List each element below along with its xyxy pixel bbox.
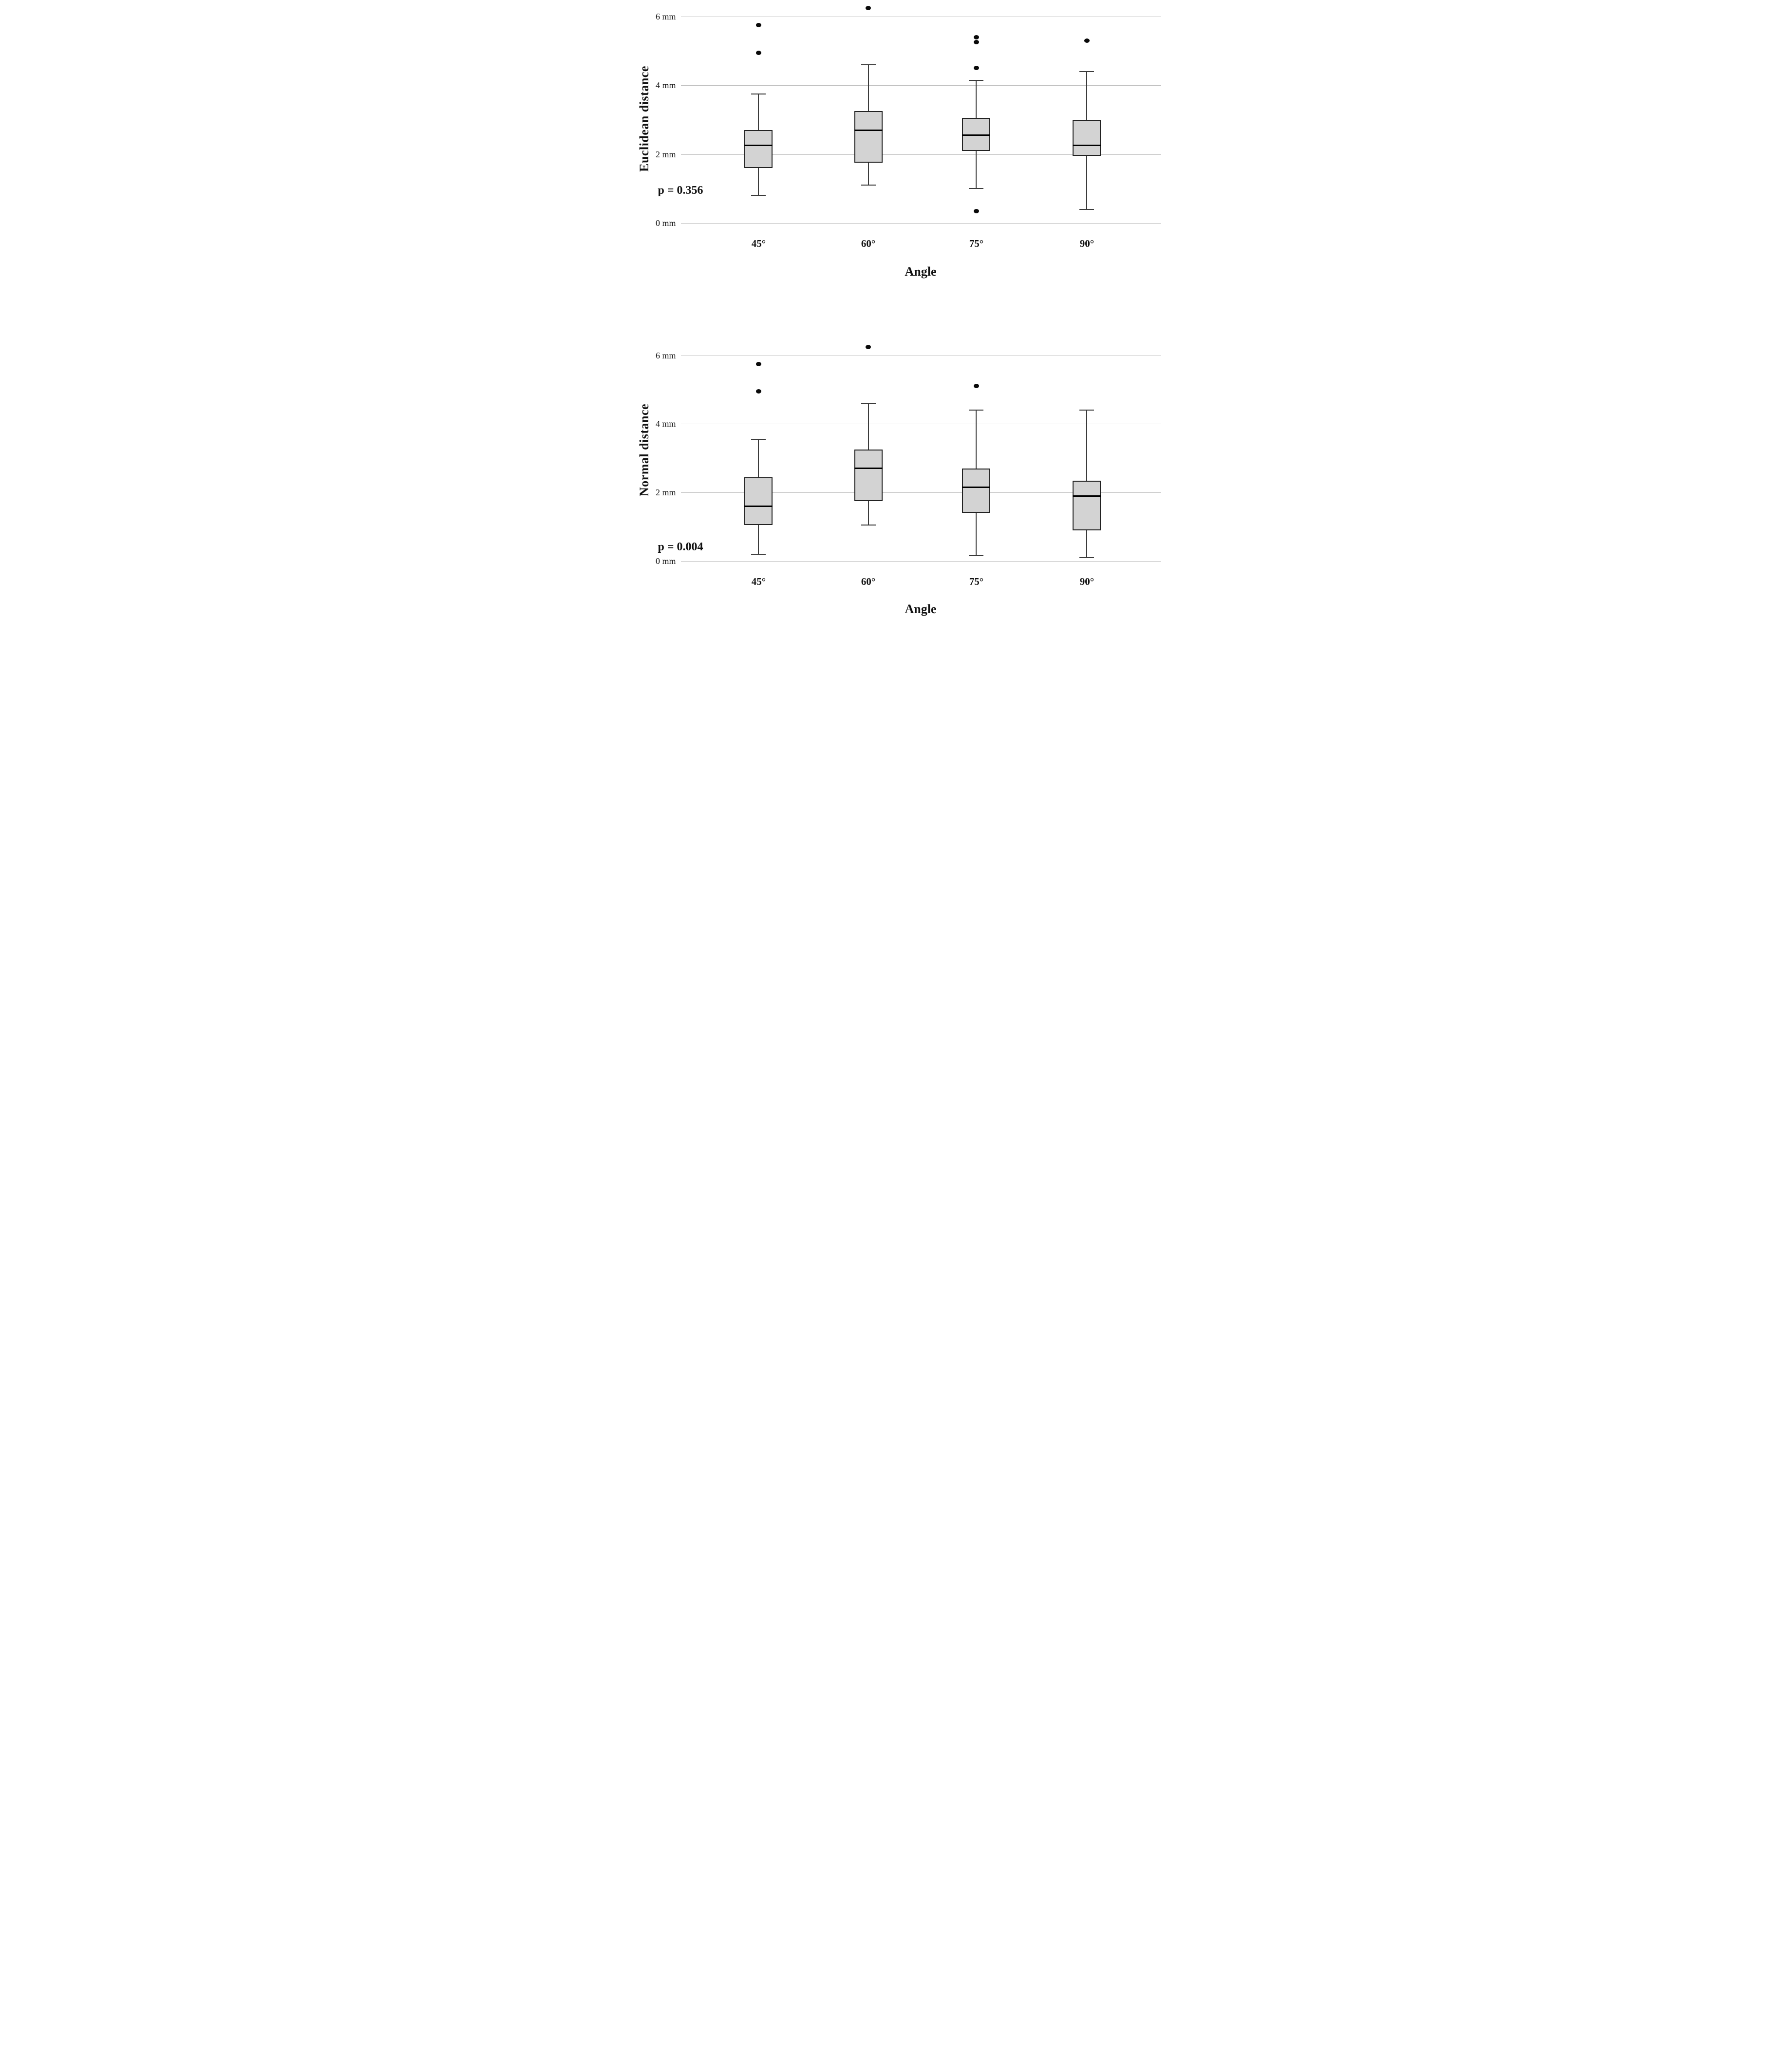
median-line	[854, 468, 883, 469]
outlier-dot	[1084, 38, 1090, 43]
whisker-cap-upper	[861, 64, 876, 65]
figure-canvas: Euclidean distance p = 0.356 Angle Norma…	[627, 0, 1165, 620]
box-iqr	[744, 477, 773, 526]
whisker-cap-lower	[1079, 208, 1094, 210]
whisker-cap-upper	[861, 403, 876, 404]
box-iqr	[854, 111, 883, 163]
x-tick-label: 60°	[861, 576, 876, 587]
y-axis-title: Normal distance	[637, 403, 651, 497]
y-tick-label: 6 mm	[655, 350, 676, 360]
whisker-cap-upper	[1079, 71, 1094, 72]
y-tick-label: 6 mm	[655, 11, 676, 21]
median-line	[854, 129, 883, 131]
x-tick-label: 90°	[1079, 576, 1094, 587]
y-tick-label: 2 mm	[655, 488, 676, 498]
median-line	[962, 134, 991, 136]
outlier-dot	[973, 384, 979, 389]
gridline-4mm	[680, 85, 1161, 86]
x-tick-label: 75°	[969, 576, 984, 587]
y-tick-label: 4 mm	[655, 419, 676, 429]
outlier-dot	[755, 389, 761, 394]
x-tick-label: 75°	[969, 238, 984, 249]
box-iqr	[962, 118, 991, 151]
gridline-0mm	[680, 561, 1161, 562]
whisker-cap-lower	[861, 185, 876, 186]
whisker-cap-upper	[751, 439, 766, 440]
outlier-dot	[973, 35, 979, 39]
median-line	[1073, 145, 1101, 147]
whisker-cap-upper	[969, 79, 984, 81]
y-axis-title: Euclidean distance	[637, 66, 651, 172]
median-line	[744, 505, 773, 507]
p-value-label: p = 0.004	[658, 541, 703, 553]
median-line	[962, 487, 991, 488]
outlier-dot	[755, 361, 761, 366]
median-line	[1073, 495, 1101, 497]
outlier-dot	[973, 66, 979, 71]
outlier-dot	[755, 22, 761, 27]
x-axis-title: Angle	[905, 602, 937, 616]
whisker-cap-lower	[751, 553, 766, 555]
box-iqr	[962, 468, 991, 513]
outlier-dot	[755, 50, 761, 55]
y-tick-label: 4 mm	[655, 80, 676, 91]
outlier-dot	[973, 208, 979, 213]
y-tick-label: 0 mm	[655, 218, 676, 228]
y-tick-label: 2 mm	[655, 149, 676, 159]
y-tick-label: 0 mm	[655, 556, 676, 566]
whisker-cap-lower	[969, 188, 984, 189]
outlier-dot	[866, 5, 871, 10]
whisker-cap-lower	[751, 195, 766, 196]
whisker-cap-lower	[1079, 557, 1094, 558]
gridline-2mm	[680, 154, 1161, 155]
x-tick-label: 45°	[751, 576, 766, 587]
p-value-label: p = 0.356	[658, 184, 703, 197]
x-tick-label: 90°	[1079, 238, 1094, 249]
box-iqr	[1073, 119, 1101, 156]
outlier-dot	[973, 40, 979, 45]
gridline-0mm	[680, 223, 1161, 224]
box-iqr	[744, 130, 773, 168]
box-iqr	[1073, 480, 1101, 530]
x-tick-label: 60°	[861, 238, 876, 249]
gridline-2mm	[680, 492, 1161, 493]
whisker-cap-upper	[969, 410, 984, 411]
median-line	[744, 145, 773, 147]
box-iqr	[854, 450, 883, 501]
whisker-cap-lower	[861, 525, 876, 526]
whisker-cap-upper	[1079, 410, 1094, 411]
x-axis-title: Angle	[905, 264, 937, 279]
x-tick-label: 45°	[751, 238, 766, 249]
outlier-dot	[866, 344, 871, 349]
whisker-cap-lower	[969, 555, 984, 557]
